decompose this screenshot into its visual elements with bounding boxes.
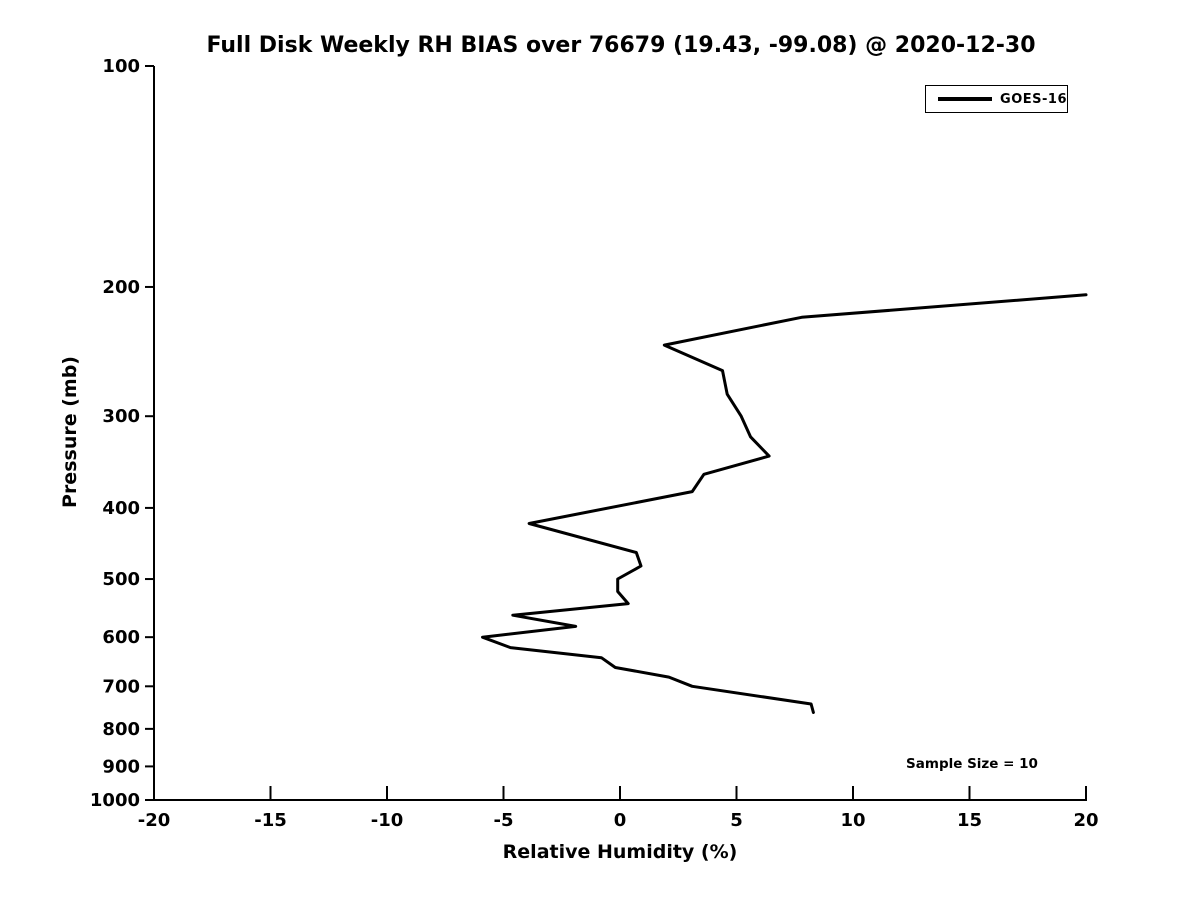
x-tick-label: 20: [1073, 810, 1098, 831]
sample-size-annotation: Sample Size = 10: [906, 756, 1038, 772]
y-tick-label: 600: [102, 627, 140, 648]
y-tick-label: 300: [102, 406, 140, 427]
x-tick-label: 0: [614, 810, 627, 831]
y-tick-label: 400: [102, 498, 140, 519]
x-tick-label: -5: [494, 810, 514, 831]
y-tick-label: 200: [102, 277, 140, 298]
legend-line-sample-icon: [938, 97, 993, 101]
y-tick-label: 100: [102, 56, 140, 77]
x-tick-label: 5: [730, 810, 743, 831]
y-tick-label: 700: [102, 676, 140, 697]
y-tick-label: 1000: [90, 790, 140, 811]
y-tick-label: 900: [102, 756, 140, 777]
x-tick-label: -15: [254, 810, 287, 831]
y-tick-label: 500: [102, 569, 140, 590]
data-line-goes-16: [481, 293, 1088, 714]
x-tick-label: -10: [371, 810, 404, 831]
y-tick-label: 800: [102, 719, 140, 740]
x-tick-label: 15: [957, 810, 982, 831]
x-axis-label: Relative Humidity (%): [502, 841, 738, 863]
legend: GOES-16: [925, 85, 1068, 113]
y-axis-label: Pressure (mb): [59, 356, 81, 508]
x-tick-label: -20: [138, 810, 171, 831]
chart-title: Full Disk Weekly RH BIAS over 76679 (19.…: [206, 33, 1036, 58]
x-tick-label: 10: [840, 810, 865, 831]
legend-entry-label: GOES-16: [1000, 91, 1067, 107]
